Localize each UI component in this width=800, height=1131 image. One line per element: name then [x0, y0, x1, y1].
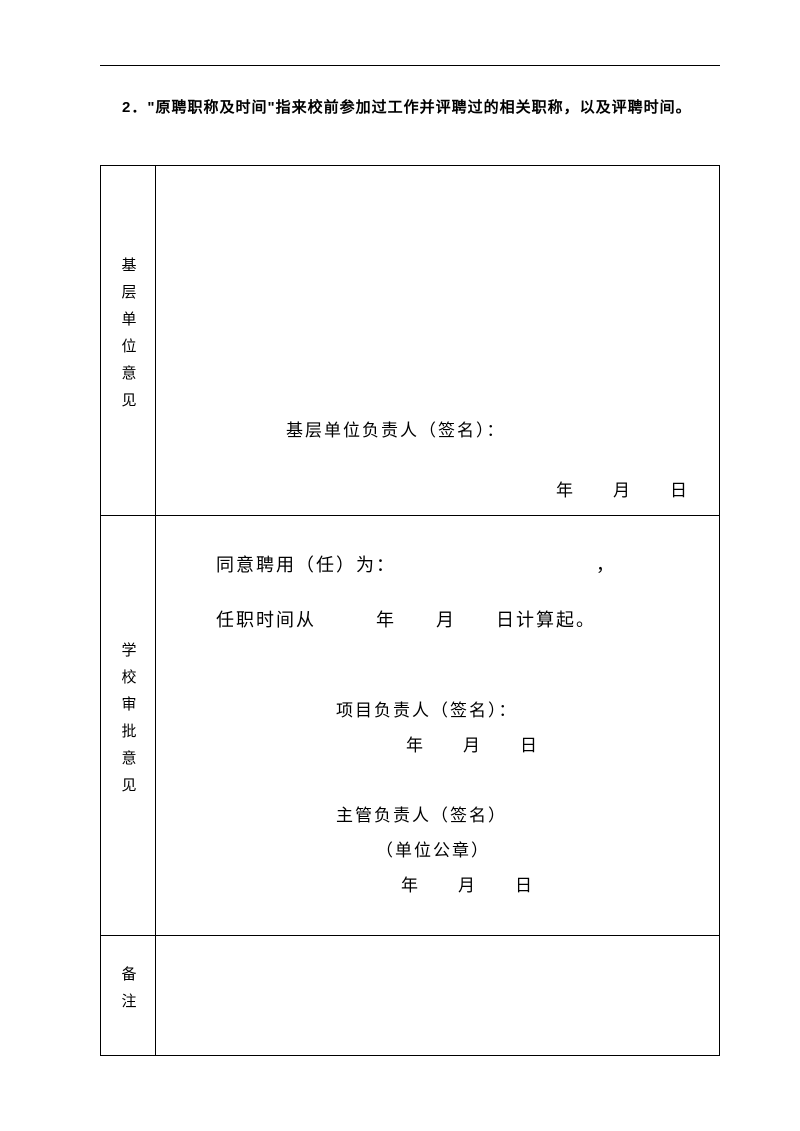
row2-date-b: 年 月 日: [401, 871, 534, 896]
row3-label: 备注: [118, 966, 139, 1020]
row1-content-cell: 基层单位负责人（签名）： 年 月 日: [156, 166, 720, 516]
row2-date-a: 年 月 日: [406, 731, 539, 756]
row1-label: 基层单位意见: [118, 257, 139, 419]
seal-label: （单位公章）: [376, 836, 490, 861]
row1-label-cell: 基层单位意见: [101, 166, 156, 516]
tenure-prefix: 任职时间从: [216, 610, 316, 630]
project-lead-label: 项目负责人（签名）：: [336, 696, 518, 721]
top-rule: [100, 65, 720, 66]
appoint-suffix: ，: [596, 555, 616, 575]
row3-label-cell: 备注: [101, 936, 156, 1056]
row3-content-cell: [156, 936, 720, 1056]
grassroots-signature-label: 基层单位负责人（签名）：: [286, 416, 506, 441]
row1-date: 年 月 日: [556, 476, 689, 501]
tenure-line: 任职时间从 年 月 日计算起。: [216, 606, 596, 632]
page: 2．"原聘职称及时间"指来校前参加过工作并评聘过的相关职称，以及评聘时间。 基层…: [0, 0, 800, 1131]
header-note: 2．"原聘职称及时间"指来校前参加过工作并评聘过的相关职称，以及评聘时间。: [122, 96, 710, 120]
appoint-prefix: 同意聘用（任）为：: [216, 555, 396, 575]
row2-content-cell: 同意聘用（任）为： ， 任职时间从 年 月 日计算起。 项目负责人（签名）： 年 月…: [156, 516, 720, 936]
tenure-mid: 年 月 日计算起。: [376, 610, 596, 630]
approval-table: 基层单位意见 基层单位负责人（签名）： 年 月 日 学校审批意见 同意聘用（任）…: [100, 165, 720, 1056]
row2-label-cell: 学校审批意见: [101, 516, 156, 936]
supervisor-label: 主管负责人（签名）: [336, 801, 507, 826]
row2-label: 学校审批意见: [118, 642, 139, 804]
appoint-line: 同意聘用（任）为： ，: [216, 551, 616, 577]
